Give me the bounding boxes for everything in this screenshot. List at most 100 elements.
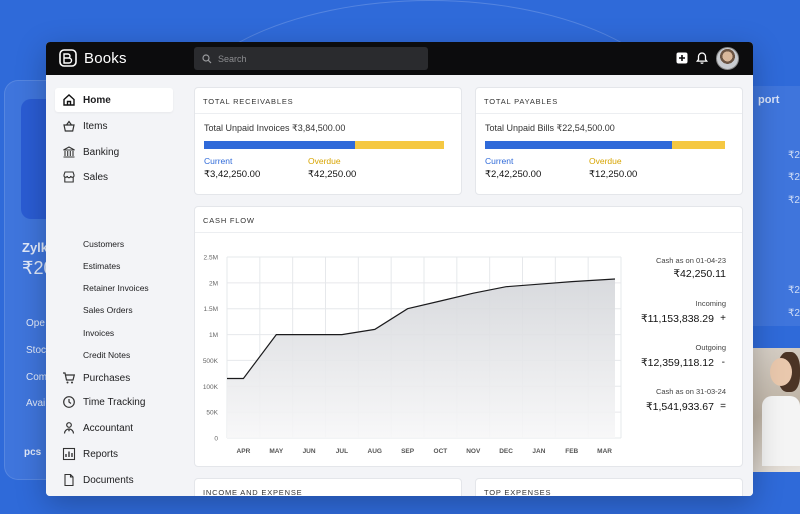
cash-flow-line xyxy=(227,278,616,380)
sidebar-subitem-sales-orders[interactable]: Sales Orders xyxy=(83,305,133,315)
sidebar-subitem-invoices[interactable]: Invoices xyxy=(83,328,115,338)
payables-overdue-label: Overdue xyxy=(589,156,622,166)
sidebar-item-banking[interactable]: Banking xyxy=(55,140,173,164)
sidebar-item-label: Time Tracking xyxy=(83,396,146,408)
clock-icon xyxy=(63,396,75,408)
sidebar-item-sales[interactable]: Sales xyxy=(55,165,173,189)
receivables-title: TOTAL RECEIVABLES xyxy=(203,97,294,106)
background-card-right xyxy=(752,86,800,326)
user-avatar[interactable] xyxy=(716,47,739,70)
cash-outgoing-operator: - xyxy=(721,357,725,368)
payables-overdue-amount: ₹12,250.00 xyxy=(589,169,638,180)
cash-opening-label: Cash as on 01-04-23 xyxy=(655,256,726,265)
sidebar-item-label: Accountant xyxy=(83,422,134,434)
x-tick-label: DEC xyxy=(499,448,513,455)
cash-flow-area xyxy=(227,279,615,438)
y-tick-label: 100K xyxy=(203,384,219,391)
home-icon xyxy=(63,94,75,106)
cash-opening-value: ₹42,250.11 xyxy=(673,268,726,280)
sidebar-item-documents[interactable]: Documents xyxy=(55,468,173,492)
x-tick-label: MAY xyxy=(269,448,284,455)
payables-current-segment xyxy=(485,141,673,149)
background-right-value: ₹2 xyxy=(788,150,800,161)
background-card-amount: ₹20 xyxy=(22,258,54,278)
cash-outgoing-value: ₹12,359,118.12 xyxy=(640,357,714,369)
y-tick-label: 2.5M xyxy=(204,255,218,262)
sidebar-item-label: Sales xyxy=(83,171,109,183)
sidebar-item-home[interactable]: Home xyxy=(55,88,173,112)
cash-incoming-label: Incoming xyxy=(695,299,726,308)
store-icon xyxy=(63,171,75,183)
cash-incoming-operator: + xyxy=(720,313,726,324)
payables-card: TOTAL PAYABLES Total Unpaid Bills ₹22,54… xyxy=(475,87,743,195)
sidebar-item-reports[interactable]: Reports xyxy=(55,442,173,466)
y-tick-label: 2M xyxy=(209,280,218,287)
y-tick-label: 0 xyxy=(214,436,218,443)
background-right-title: port xyxy=(758,94,780,106)
sidebar-item-time-tracking[interactable]: Time Tracking xyxy=(55,390,173,414)
income-expense-title: INCOME AND EXPENSE xyxy=(203,488,303,496)
sidebar: Home Items Banking Sales Customers Estim… xyxy=(46,75,182,496)
background-card-name: Zylk xyxy=(22,240,49,255)
sidebar-item-label: Purchases xyxy=(83,372,131,384)
receivables-bar xyxy=(204,141,444,149)
bell-icon[interactable] xyxy=(695,51,709,65)
divider xyxy=(195,232,742,233)
x-tick-label: OCT xyxy=(434,448,448,455)
background-card-row: Avai xyxy=(26,398,46,409)
cash-flow-card: CASH FLOW 0 50K 100K 500K 1M 1.5M 2M 2.5M APR MAY… xyxy=(194,206,743,467)
receivables-card: TOTAL RECEIVABLES Total Unpaid Invoices … xyxy=(194,87,462,195)
sidebar-item-items[interactable]: Items xyxy=(55,114,173,138)
cash-flow-title: CASH FLOW xyxy=(203,216,255,225)
reports-icon xyxy=(62,447,76,461)
background-right-value: ₹2 xyxy=(788,285,800,296)
payables-title: TOTAL PAYABLES xyxy=(484,97,559,106)
x-tick-label: FEB xyxy=(565,448,578,455)
receivables-current-amount: ₹3,42,250.00 xyxy=(204,169,261,180)
sidebar-item-label: Items xyxy=(83,120,108,132)
divider xyxy=(476,113,742,114)
x-tick-label: JUN xyxy=(303,448,316,455)
receivables-overdue-label: Overdue xyxy=(308,156,341,166)
sidebar-item-label: Reports xyxy=(83,448,119,460)
sidebar-subitem-retainer-invoices[interactable]: Retainer Invoices xyxy=(83,283,149,293)
x-tick-label: SEP xyxy=(401,448,415,455)
y-tick-label: 1.5M xyxy=(204,306,218,313)
sidebar-subitem-estimates[interactable]: Estimates xyxy=(83,261,121,271)
basket-icon xyxy=(63,120,75,132)
cash-incoming-value: ₹11,153,838.29 xyxy=(640,313,714,325)
receivables-current-segment xyxy=(204,141,356,149)
search-bar[interactable] xyxy=(194,47,428,70)
x-tick-label: AUG xyxy=(368,448,382,455)
y-tick-label: 500K xyxy=(203,358,219,365)
cash-flow-chart: 0 50K 100K 500K 1M 1.5M 2M 2.5M APR MAY JUN JUL AUG S… xyxy=(203,255,622,455)
x-tick-label: NOV xyxy=(466,448,481,455)
background-card-row: Ope xyxy=(26,318,45,329)
add-icon[interactable] xyxy=(675,51,689,65)
x-tick-label: JAN xyxy=(532,448,545,455)
x-tick-label: MAR xyxy=(597,448,612,455)
payables-current-label: Current xyxy=(485,156,514,166)
cash-outgoing-label: Outgoing xyxy=(695,343,726,352)
payables-summary: Total Unpaid Bills ₹22,54,500.00 xyxy=(485,123,615,133)
cash-closing-operator: = xyxy=(720,401,726,412)
background-right-value: ₹2 xyxy=(788,195,800,206)
background-card-footer: pcs xyxy=(24,447,42,458)
sidebar-item-purchases[interactable]: Purchases xyxy=(55,366,173,390)
search-input[interactable] xyxy=(218,53,418,64)
sidebar-item-accountant[interactable]: Accountant xyxy=(55,416,173,440)
cash-closing-value: ₹1,541,933.67 xyxy=(646,401,714,413)
sidebar-subitem-credit-notes[interactable]: Credit Notes xyxy=(83,350,131,360)
receivables-summary: Total Unpaid Invoices ₹3,84,500.00 xyxy=(204,123,346,133)
top-expenses-title: TOP EXPENSES xyxy=(484,488,552,496)
books-logo-icon xyxy=(59,49,77,67)
brand[interactable]: Books xyxy=(58,48,127,68)
sidebar-subitem-customers[interactable]: Customers xyxy=(83,239,125,249)
receivables-overdue-amount: ₹42,250.00 xyxy=(308,169,357,180)
background-right-value: ₹2 xyxy=(788,308,800,319)
bank-icon xyxy=(63,146,75,158)
x-tick-label: JUL xyxy=(336,448,348,455)
receivables-overdue-segment xyxy=(355,141,444,149)
payables-overdue-segment xyxy=(672,141,725,149)
x-tick-label: APR xyxy=(237,448,251,455)
